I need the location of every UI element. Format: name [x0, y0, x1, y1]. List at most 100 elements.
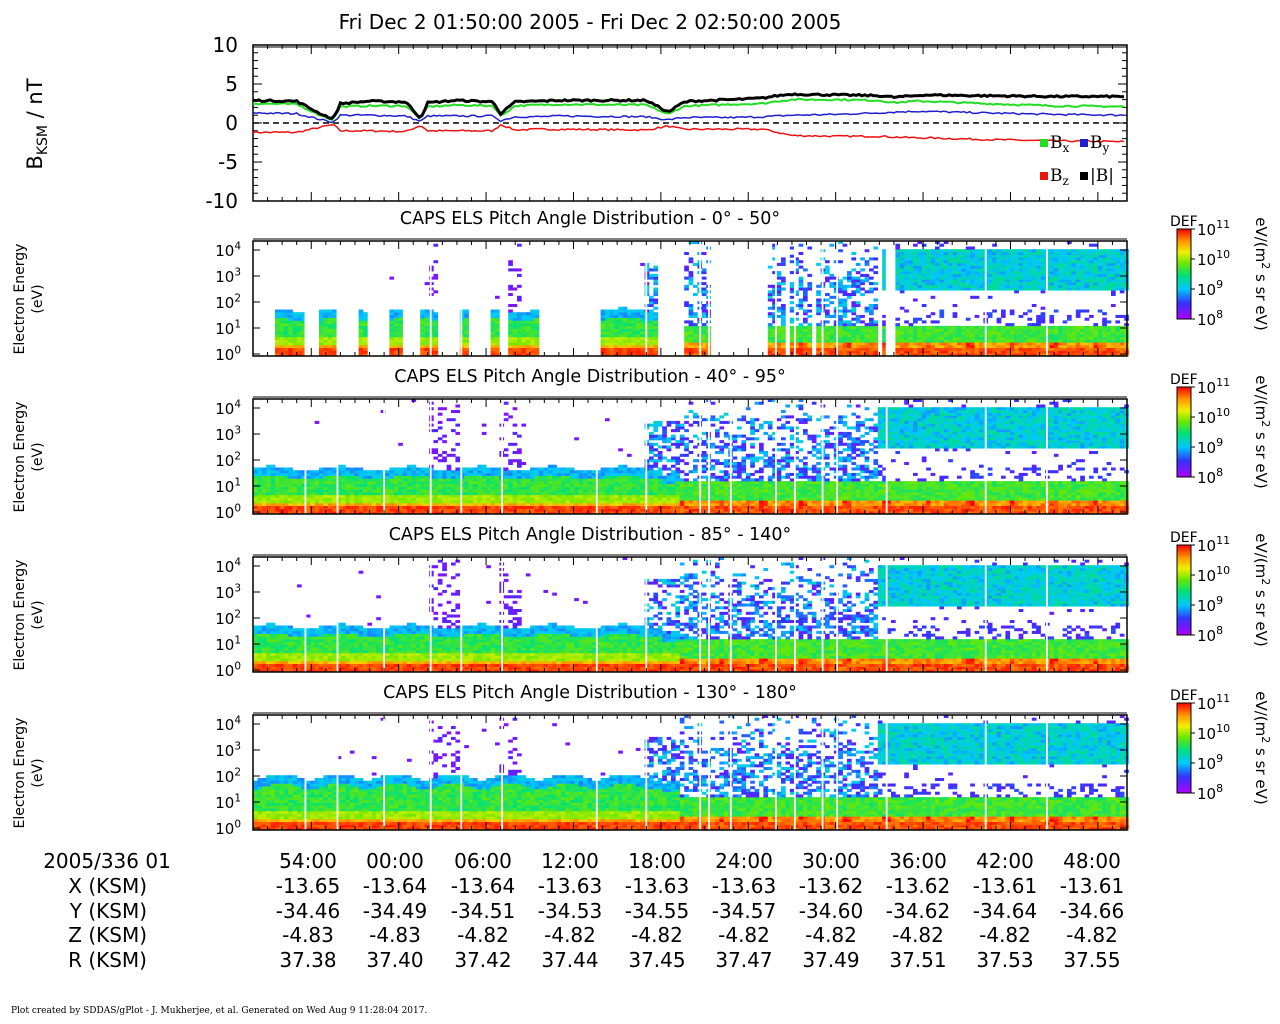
spectrogram-cell: [442, 475, 447, 479]
spectrogram-cell: [292, 500, 298, 504]
spectrogram-cell: [873, 325, 879, 329]
spectrogram-cell: [420, 486, 425, 490]
spectrogram-cell: [270, 500, 276, 504]
spectrogram-cell: [908, 249, 914, 253]
spectrogram-cell: [917, 331, 923, 335]
spectrogram-cell: [512, 331, 518, 335]
spectrogram-cell: [631, 328, 637, 332]
spectrogram-cell: [341, 467, 346, 471]
spectrogram-cell: [275, 350, 280, 354]
spectrogram-cell: [319, 347, 324, 351]
spectrogram-cell: [389, 467, 395, 471]
spectrogram-cell: [1119, 290, 1125, 294]
spectrogram-ylabel: Electron Energy: [12, 402, 28, 513]
spectrogram-cell: [319, 472, 324, 476]
spectrogram-cell: [1014, 328, 1019, 332]
spectrogram-cell: [503, 475, 509, 479]
spectrogram-cell: [451, 503, 456, 507]
spectrogram-cell: [319, 478, 324, 482]
spectrogram-cell: [701, 282, 707, 286]
spectrogram-cell: [957, 339, 962, 343]
spectrogram-cell: [847, 339, 852, 343]
spectrogram-cell: [1018, 271, 1024, 275]
spectrogram-cell: [420, 336, 425, 340]
spectrogram-cell: [297, 505, 302, 509]
spectrogram-cell: [1111, 331, 1116, 335]
spectrogram-cell: [1009, 260, 1015, 264]
spectrogram-cell: [512, 334, 518, 338]
spectrogram-cell: [1119, 339, 1125, 343]
spectrogram-cell: [1089, 345, 1094, 349]
spectrogram-cell: [605, 345, 610, 349]
spectrogram-cell: [349, 511, 355, 515]
spectrogram-cell: [508, 336, 513, 340]
spectrogram-cell: [512, 323, 518, 327]
spectrogram-cell: [292, 478, 298, 482]
spectrogram-cell: [855, 284, 861, 288]
spectrogram-cell: [627, 323, 632, 327]
spectrogram-cell: [442, 489, 447, 493]
spectrogram-cell: [635, 325, 641, 329]
spectrogram-cell: [803, 295, 808, 299]
spectrogram-cell: [517, 347, 522, 351]
spectrogram-cell: [1027, 271, 1033, 275]
spectrogram-cell: [842, 301, 848, 305]
spectrogram-cell: [596, 481, 601, 485]
spectrogram-cell: [1049, 320, 1055, 324]
spectrogram-cell: [970, 252, 975, 256]
spectrogram-cell: [864, 325, 870, 329]
spectrogram-cell: [305, 481, 311, 485]
spectrogram-cell: [270, 505, 276, 509]
spectrogram-cell: [481, 497, 487, 501]
spectrogram-cell: [825, 342, 830, 346]
spectrogram-cell: [1049, 314, 1055, 318]
spectrogram-cell: [631, 486, 637, 490]
spectrogram-cell: [930, 345, 936, 349]
spectrogram-cell: [464, 314, 469, 318]
spectrogram-cell: [609, 500, 615, 504]
spectrogram-cell: [600, 492, 606, 496]
spectrogram-cell: [1097, 265, 1103, 269]
spectrogram-cell: [613, 325, 619, 329]
spectrogram-cell: [1071, 347, 1077, 351]
spectrogram-cell: [336, 483, 342, 487]
spectrogram-cell: [930, 282, 936, 286]
spectrogram-cell: [503, 448, 509, 452]
spectrogram-cell: [363, 347, 368, 351]
spectrogram-cell: [1049, 276, 1055, 280]
spectrogram-cell: [600, 323, 606, 327]
spectrogram-cell: [921, 265, 927, 269]
spectrogram-cell: [952, 287, 958, 291]
spectrogram-cell: [279, 323, 285, 327]
spectrogram-cell: [829, 325, 835, 329]
spectrogram-cell: [1053, 309, 1059, 313]
spectrogram-cell: [495, 508, 500, 512]
spectrogram-cell: [534, 511, 540, 515]
spectrogram-cell: [275, 475, 280, 479]
spectrogram-cell: [561, 505, 566, 509]
spectrogram-cell: [1119, 353, 1125, 357]
spectrogram-cell: [935, 265, 940, 269]
spectrogram-cell: [807, 347, 813, 351]
spectrogram-cell: [319, 353, 324, 357]
spectrogram-cell: [1031, 276, 1037, 280]
spectrogram-cell: [367, 483, 373, 487]
spectrogram-cell: [926, 350, 931, 354]
spectrogram-cell: [552, 492, 557, 496]
spectrogram-cell: [948, 353, 953, 357]
spectrogram-cell: [486, 478, 491, 482]
spectrogram-cell: [367, 497, 373, 501]
spectrogram-cell: [1102, 328, 1107, 332]
spectrogram-cell: [332, 511, 337, 515]
spectrogram-cell: [490, 312, 496, 316]
spectrogram-cell: [1062, 345, 1068, 349]
spectrogram-cell: [825, 339, 830, 343]
spectrogram-cell: [767, 293, 773, 297]
spectrogram-cell: [1049, 317, 1055, 321]
spectrogram-cell: [288, 486, 293, 490]
spectrogram-cell: [1053, 331, 1059, 335]
spectrogram-cell: [389, 486, 395, 490]
spectrogram-cell: [437, 503, 443, 507]
mag-series-bx: [252, 97, 1125, 122]
spectrogram-cell: [446, 475, 452, 479]
